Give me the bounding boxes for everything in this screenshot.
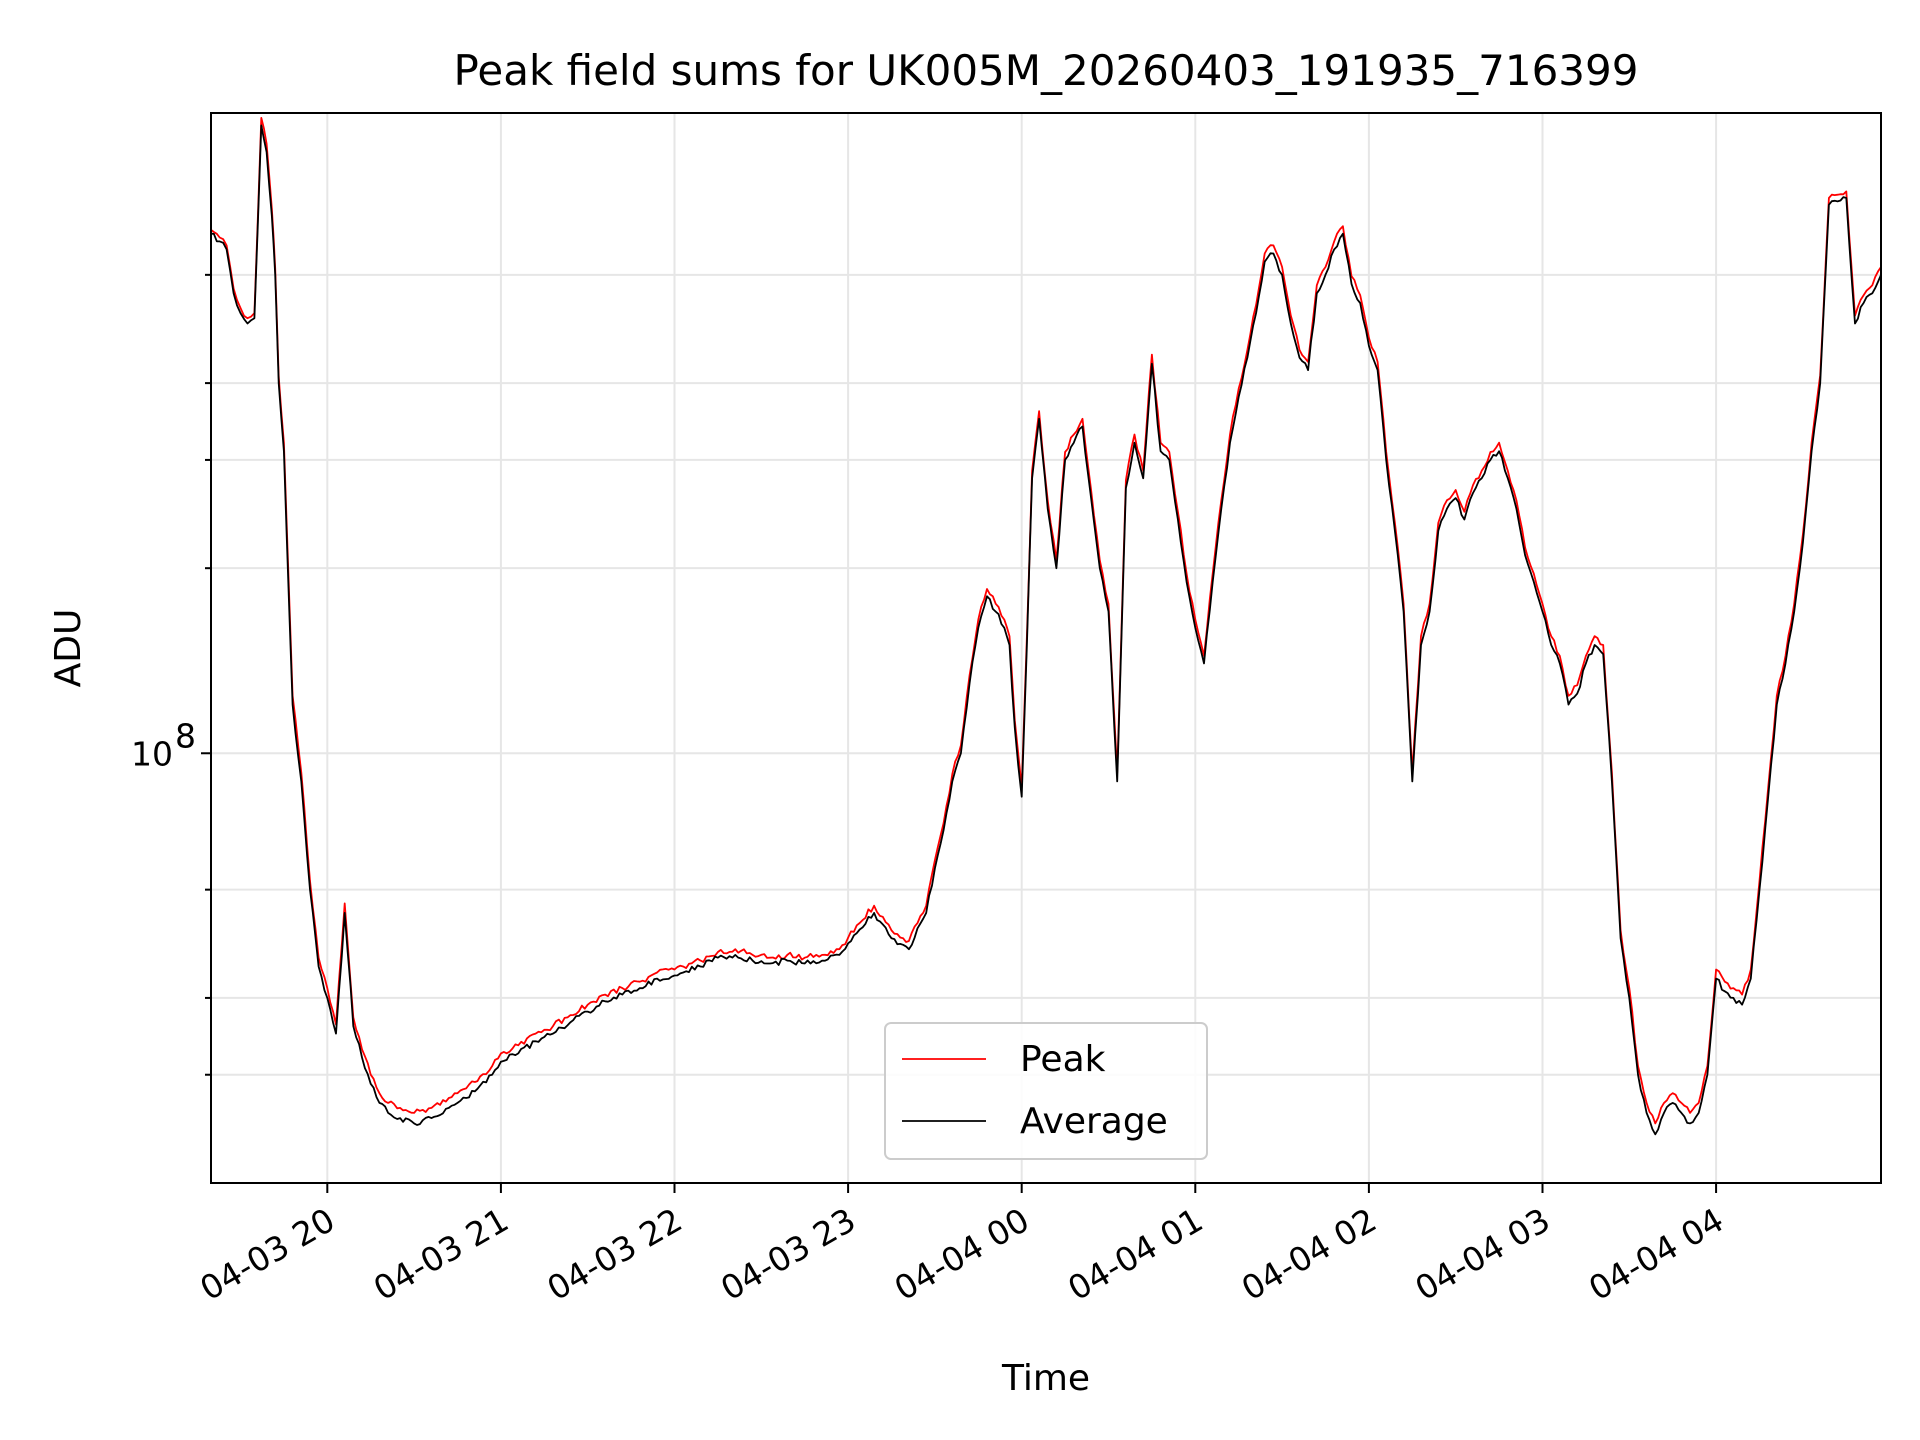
plot-frame (210, 112, 1882, 1184)
x-axis-label: Time (1001, 1358, 1090, 1399)
y-tick-label: 10 (131, 734, 173, 773)
y-tick-label-exponent: 8 (175, 716, 196, 755)
series-line-average (211, 124, 1881, 1136)
chart-title: Peak field sums for UK005M_20260403_1919… (454, 46, 1639, 95)
legend-label-average: Average (1020, 1101, 1168, 1142)
legend-box (884, 1022, 1208, 1160)
y-axis: 10 8 (131, 273, 211, 1076)
legend: Peak Average (884, 1022, 1208, 1160)
legend-label-peak: Peak (1020, 1039, 1106, 1080)
series-layer (211, 117, 1881, 1136)
y-axis-label: ADU (48, 609, 89, 688)
